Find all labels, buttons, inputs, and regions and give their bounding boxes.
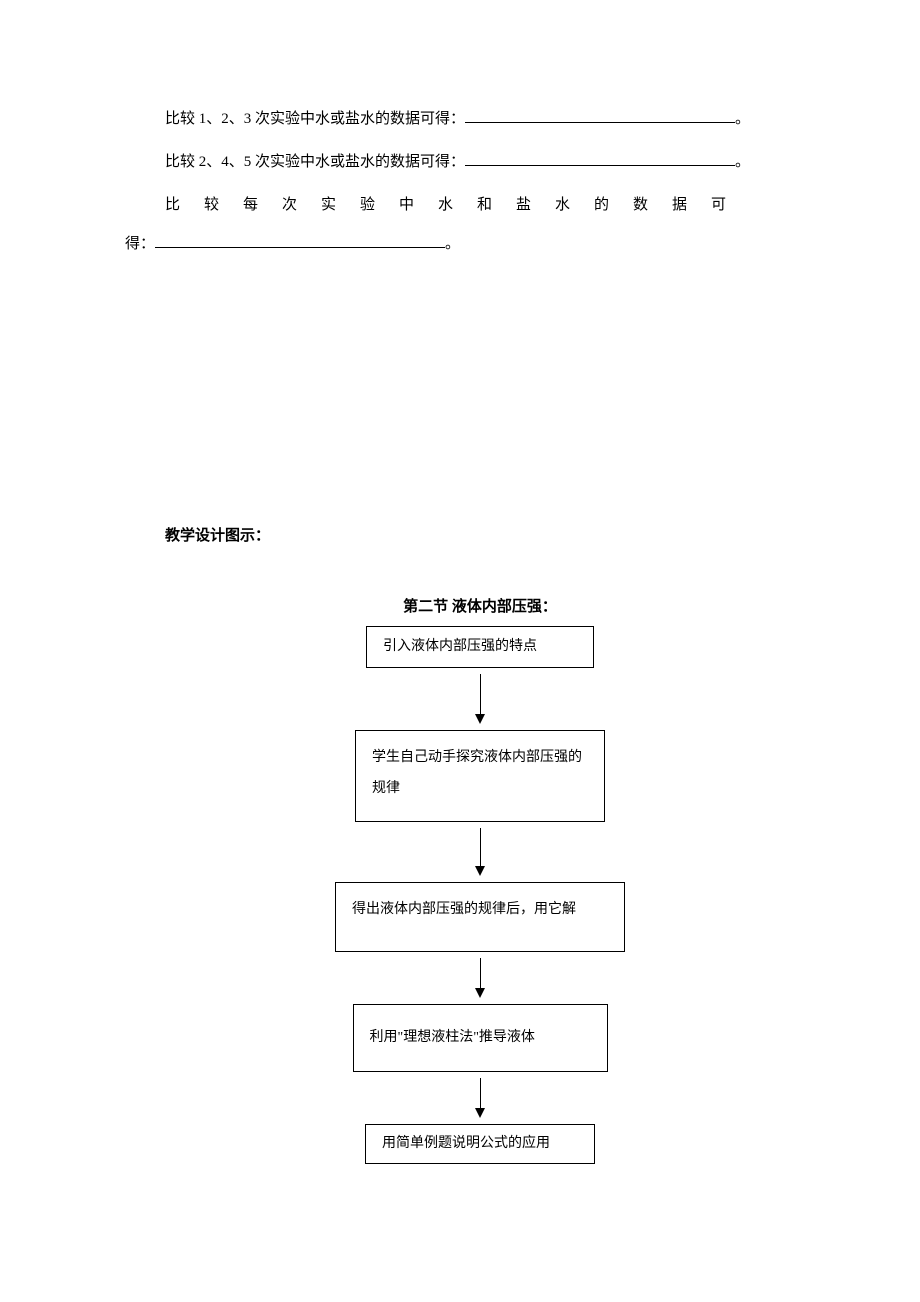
arrow-head-icon bbox=[475, 988, 485, 998]
arrow-head-icon bbox=[475, 866, 485, 876]
arrow-line bbox=[480, 828, 481, 866]
flowchart-node-5: 用简单例题说明公式的应用 bbox=[365, 1124, 595, 1164]
blank-underline-2 bbox=[465, 148, 735, 166]
node1-text: 引入液体内部压强的特点 bbox=[383, 632, 537, 663]
flowchart-container: 引入液体内部压强的特点 学生自己动手探究液体内部压强的规律 得出液体内部压强的规… bbox=[125, 626, 795, 1164]
line1-suffix: 。 bbox=[735, 111, 750, 127]
text-section: 比较 1、2、3 次实验中水或盐水的数据可得： 。 比较 2、4、5 次实验中水或… bbox=[125, 100, 795, 264]
flowchart-node-1: 引入液体内部压强的特点 bbox=[366, 626, 594, 668]
flowchart-title: 第二节 液体内部压强： bbox=[125, 595, 795, 616]
arrow-head-icon bbox=[475, 714, 485, 724]
arrow-line bbox=[480, 674, 481, 714]
comparison-line-2: 比较 2、4、5 次实验中水或盐水的数据可得： 。 bbox=[125, 143, 795, 182]
blank-underline-3 bbox=[155, 230, 445, 248]
line4-prefix: 得： bbox=[125, 236, 155, 252]
flowchart-node-3: 得出液体内部压强的规律后，用它解 bbox=[335, 882, 625, 952]
line1-prefix: 比较 1、2、3 次实验中水或盐水的数据可得： bbox=[165, 111, 465, 127]
line3-part1: 比较每次实验中水和盐水的数据可 bbox=[125, 197, 750, 213]
line2-suffix: 。 bbox=[735, 154, 750, 170]
comparison-line-3-wrapper: 比较每次实验中水和盐水的数据可 bbox=[125, 186, 795, 225]
node2-text: 学生自己动手探究液体内部压强的规律 bbox=[372, 743, 588, 805]
arrow-head-icon bbox=[475, 1108, 485, 1118]
flowchart-arrow-4 bbox=[475, 1078, 485, 1118]
flowchart-node-2: 学生自己动手探究液体内部压强的规律 bbox=[355, 730, 605, 822]
blank-underline-1 bbox=[465, 105, 735, 123]
flowchart-arrow-2 bbox=[475, 828, 485, 876]
node3-text: 得出液体内部压强的规律后，用它解 bbox=[352, 895, 576, 926]
arrow-line bbox=[480, 958, 481, 988]
line4-suffix: 。 bbox=[445, 236, 460, 252]
arrow-line bbox=[480, 1078, 481, 1108]
node4-text: 利用"理想液柱法"推导液体 bbox=[370, 1023, 535, 1054]
flowchart-arrow-3 bbox=[475, 958, 485, 998]
comparison-line-4: 得： 。 bbox=[125, 225, 795, 264]
flowchart-node-4: 利用"理想液柱法"推导液体 bbox=[353, 1004, 608, 1072]
flowchart-arrow-1 bbox=[475, 674, 485, 724]
node5-text: 用简单例题说明公式的应用 bbox=[382, 1129, 550, 1160]
line2-prefix: 比较 2、4、5 次实验中水或盐水的数据可得： bbox=[165, 154, 465, 170]
comparison-line-1: 比较 1、2、3 次实验中水或盐水的数据可得： 。 bbox=[125, 100, 795, 139]
section-title: 教学设计图示： bbox=[125, 524, 795, 545]
